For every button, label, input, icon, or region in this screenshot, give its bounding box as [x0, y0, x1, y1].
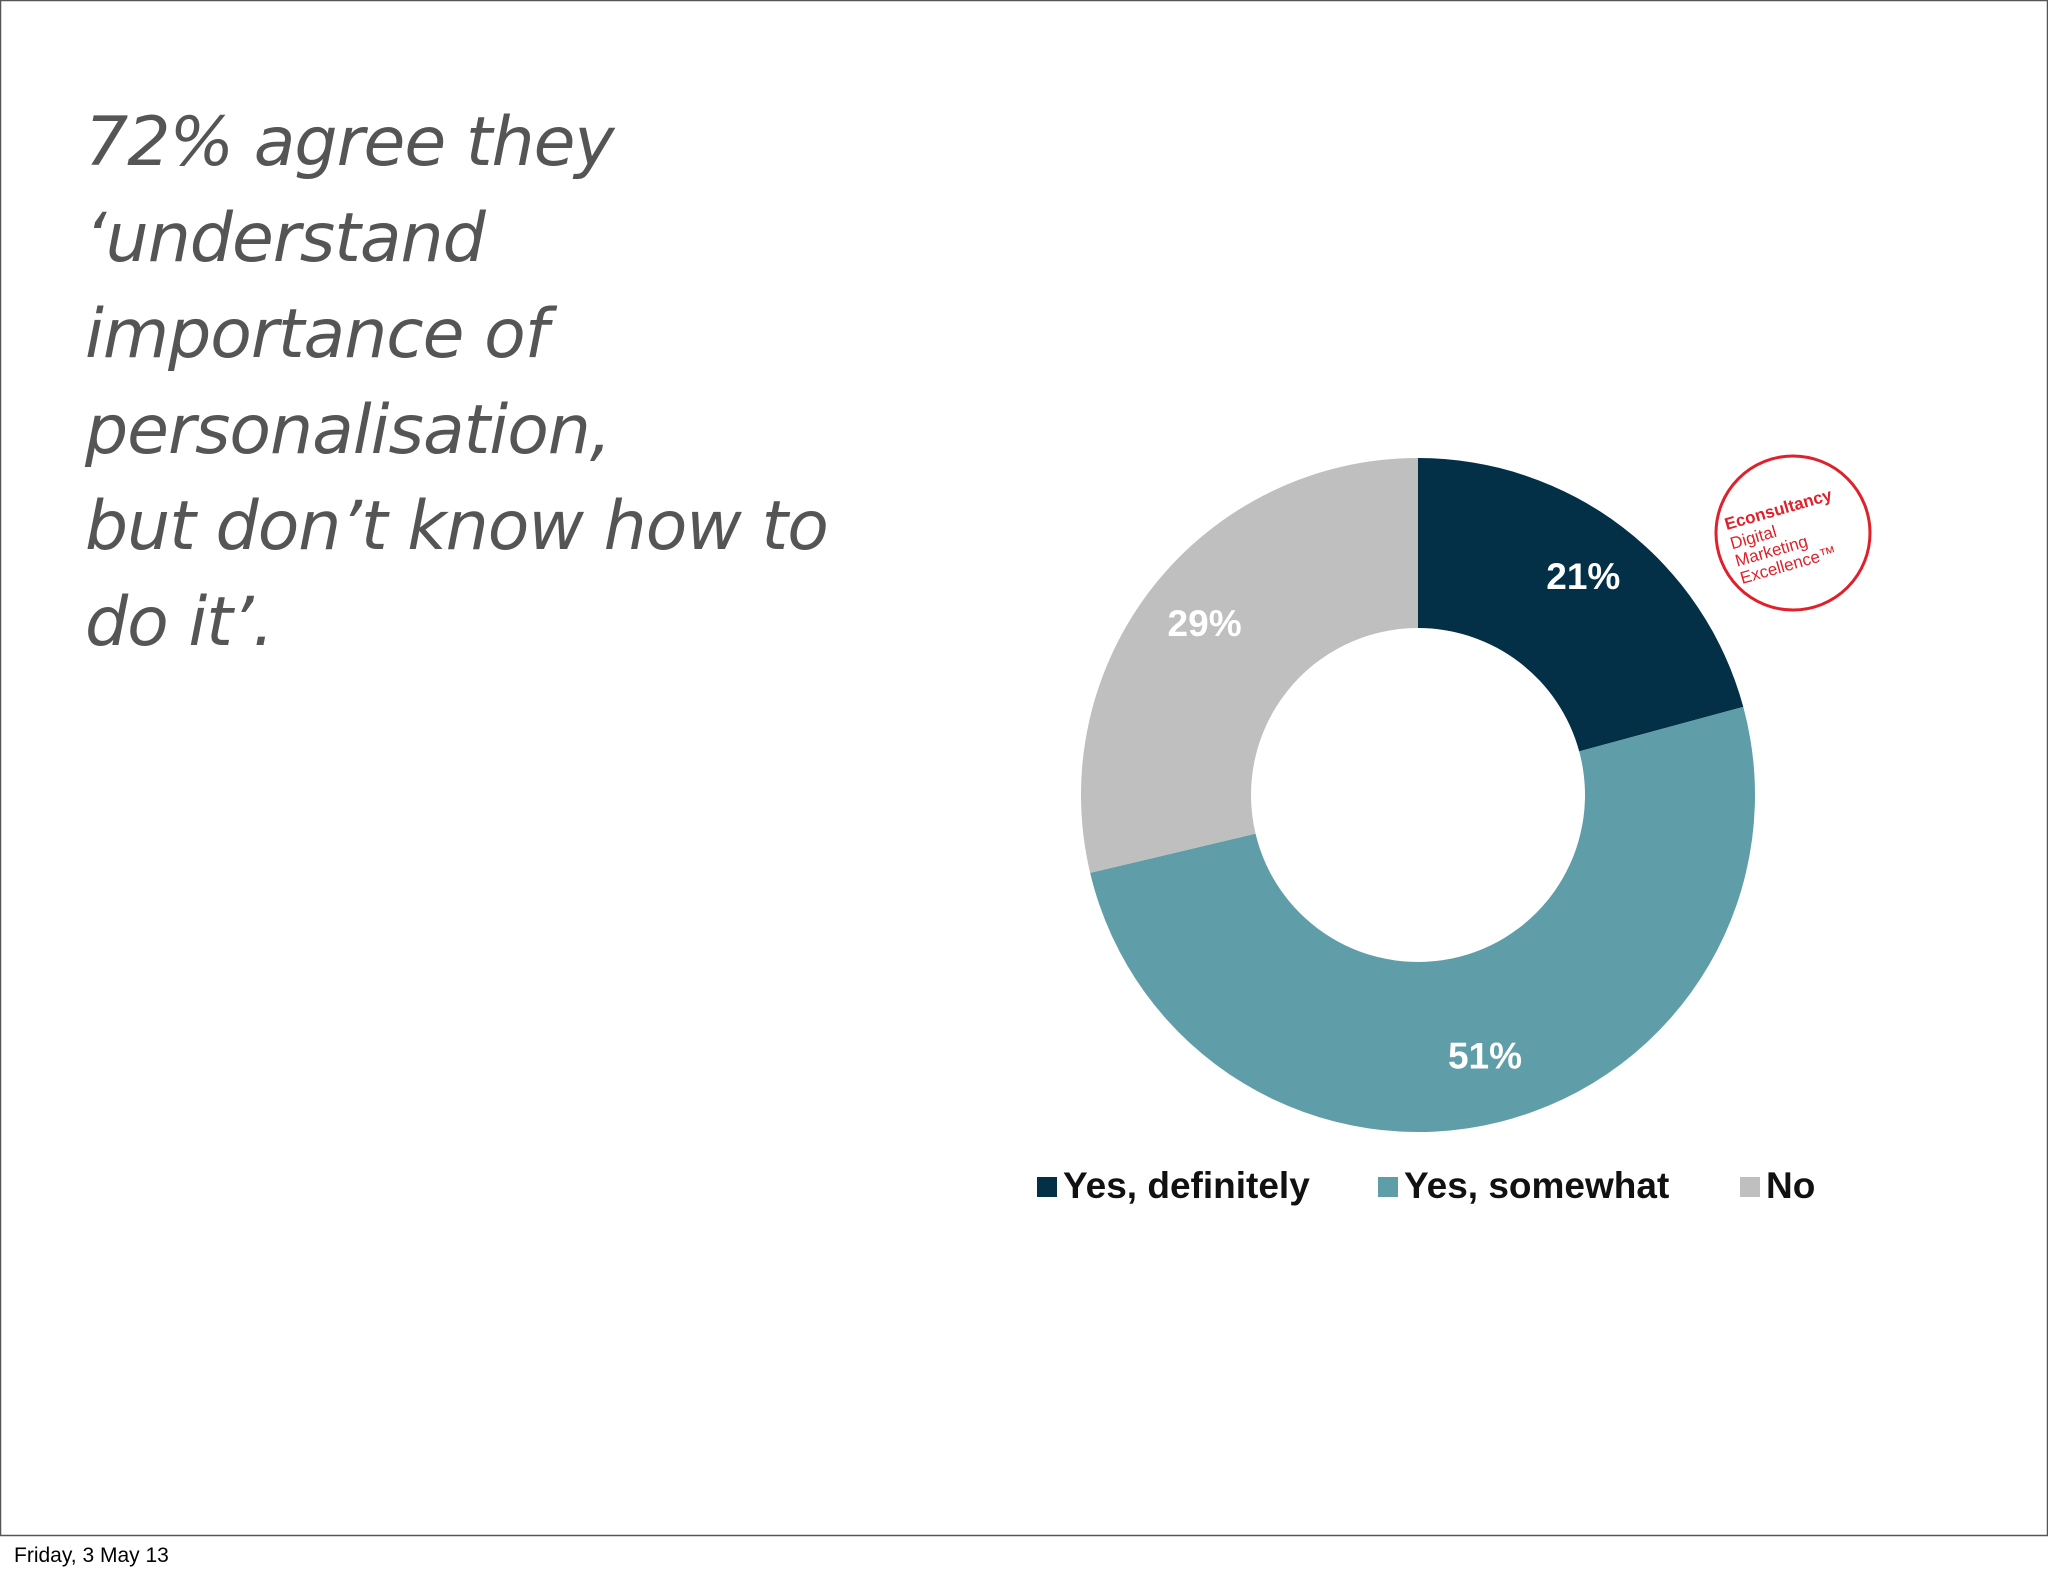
title-line: 72% agree they	[85, 103, 615, 182]
legend-label: No	[1766, 1165, 1815, 1206]
legend-label: Yes, somewhat	[1404, 1165, 1669, 1206]
value-label: 51%	[1448, 1035, 1522, 1076]
title-line: but don’t know how to	[85, 487, 828, 566]
title-line: do it’.	[85, 583, 273, 662]
value-label: 21%	[1546, 556, 1620, 597]
title-line: importance of	[85, 295, 558, 374]
legend-label: Yes, definitely	[1063, 1165, 1310, 1206]
title-line: personalisation,	[84, 391, 611, 470]
logo-ring	[1714, 454, 1872, 612]
legend-swatch	[1740, 1177, 1760, 1197]
donut-slice	[1081, 458, 1418, 873]
title-line: ‘understand	[85, 199, 487, 278]
value-label: 29%	[1168, 603, 1242, 644]
legend-swatch	[1037, 1177, 1057, 1197]
donut-slice	[1418, 458, 1744, 752]
logo: Econsultancy Digital Marketing Excellenc…	[1714, 454, 1872, 612]
donut-slice	[1090, 706, 1755, 1132]
footer: Friday, 3 May 13	[14, 1544, 169, 1567]
legend-swatch	[1378, 1177, 1398, 1197]
